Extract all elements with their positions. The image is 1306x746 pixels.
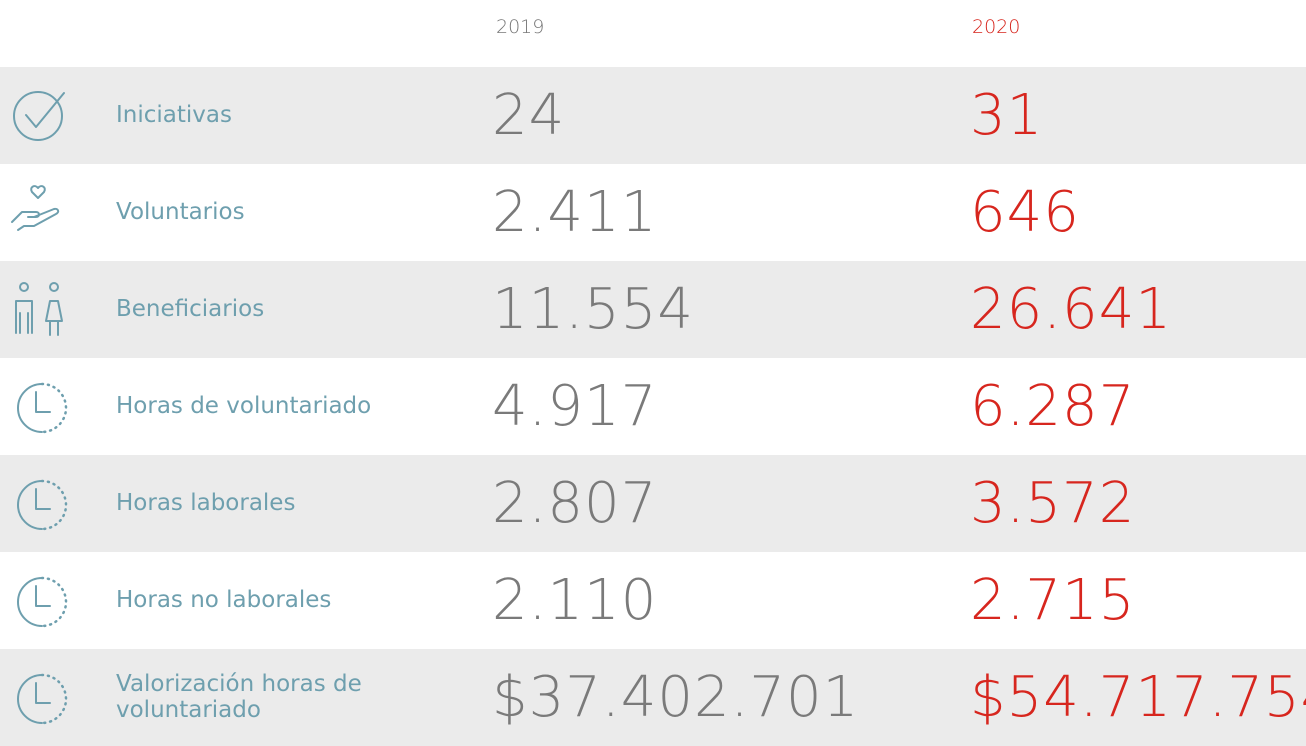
row-icon xyxy=(13,91,65,141)
table-row: Horas de voluntariado 4.917 6.287 xyxy=(0,358,1306,455)
value-1: 3.572 xyxy=(970,471,1136,536)
value-1: 26.641 xyxy=(970,277,1172,342)
row-label: Valorización horas de voluntariado xyxy=(116,671,362,723)
value-0: 2.807 xyxy=(492,471,658,536)
page: {"table": { "header": ["2019", "2020"], … xyxy=(0,16,1306,746)
row-icon xyxy=(17,576,68,628)
row-label: Horas laborales xyxy=(116,489,296,516)
row-icon xyxy=(11,185,60,231)
value-0: 4.917 xyxy=(492,374,658,439)
table-row: Valorización horas de voluntariado $37.40… xyxy=(0,649,1306,746)
value-1: $54.717.754 xyxy=(970,665,1306,730)
value-1: 646 xyxy=(970,180,1080,245)
table-row: Beneficiarios 11.554 26.641 xyxy=(0,261,1306,358)
value-0: 11.554 xyxy=(492,277,694,342)
row-label: Beneficiarios xyxy=(116,295,265,322)
value-0: 2.411 xyxy=(492,180,658,245)
header-2019: 2019 xyxy=(496,16,545,38)
value-1: 6.287 xyxy=(970,374,1136,439)
row-label: Iniciativas xyxy=(116,101,232,128)
row-label: Horas no laborales xyxy=(116,586,332,613)
table-row: Horas laborales 2.807 3.572 xyxy=(0,455,1306,552)
value-0: 24 xyxy=(492,83,566,148)
value-1: 2.715 xyxy=(970,568,1136,633)
row-icon xyxy=(17,673,68,725)
row-icon xyxy=(17,479,68,531)
value-0: 2.110 xyxy=(492,568,658,633)
table-row: Voluntarios 2.411 646 xyxy=(0,164,1306,261)
row-label: Horas de voluntariado xyxy=(116,392,372,419)
table-row: Horas no laborales 2.110 2.715 xyxy=(0,552,1306,649)
row-icon xyxy=(15,282,63,336)
table-row: Iniciativas 24 31 xyxy=(0,67,1306,164)
row-label: Voluntarios xyxy=(116,198,245,225)
value-0: $37.402.701 xyxy=(492,665,860,730)
row-icon xyxy=(17,382,68,434)
value-1: 31 xyxy=(970,83,1044,148)
header-2020: 2020 xyxy=(972,16,1021,38)
